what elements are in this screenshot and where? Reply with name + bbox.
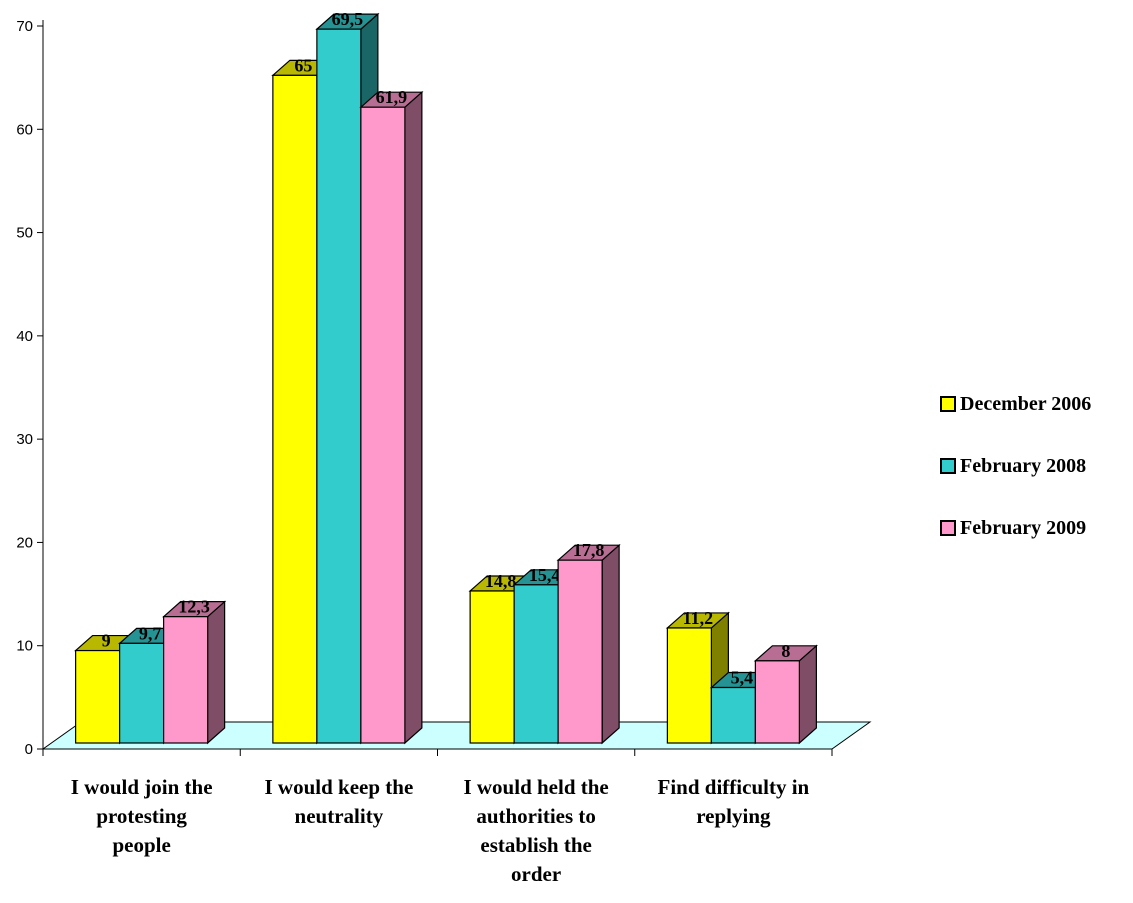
bar-side <box>404 90 423 745</box>
y-tick-label: 70 <box>16 18 33 35</box>
x-category-label: I would join the protesting people <box>71 775 213 857</box>
legend-label-february-2008: February 2008 <box>960 454 1087 477</box>
bar-side <box>207 600 226 745</box>
data-label: 14,8 <box>485 571 517 591</box>
x-category-label: I would keep the neutrality <box>264 775 413 828</box>
y-tick-label: 0 <box>25 741 33 758</box>
y-tick-label: 10 <box>16 638 33 655</box>
bar-front <box>666 627 712 744</box>
legend-item-february-2009: February 2009 <box>940 516 1091 539</box>
y-tick-label: 50 <box>16 225 33 242</box>
data-label: 12,3 <box>178 597 210 617</box>
y-tick-label: 60 <box>16 121 33 138</box>
legend-item-february-2008: February 2008 <box>940 454 1091 477</box>
bar-february-2009-1 <box>162 600 227 745</box>
data-label: 9 <box>102 631 111 651</box>
data-label: 17,8 <box>573 540 605 560</box>
data-label: 5,4 <box>731 668 754 688</box>
legend-swatch-february-2008 <box>940 458 956 474</box>
y-tick-label: 20 <box>16 534 33 551</box>
bar-front <box>513 584 559 744</box>
data-label: 65 <box>294 55 312 75</box>
bar-february-2009-4 <box>753 644 818 745</box>
y-tick-label: 30 <box>16 431 33 448</box>
legend-label-december-2006: December 2006 <box>960 392 1092 415</box>
data-label: 9,7 <box>139 623 162 643</box>
data-label: 69,5 <box>332 9 364 29</box>
bar-february-2009-3 <box>556 543 621 745</box>
legend-swatch-december-2006 <box>940 396 956 412</box>
bar-front <box>75 649 121 744</box>
bar-front <box>710 686 756 744</box>
bar-front <box>316 28 362 744</box>
bar-february-2009-2 <box>359 90 424 745</box>
x-category-label: I would held the authorities to establish … <box>463 775 608 886</box>
bar-side <box>798 644 817 745</box>
data-label: 8 <box>781 641 790 661</box>
y-tick-label: 40 <box>16 328 33 345</box>
bar-front <box>754 660 800 744</box>
legend-label-february-2009: February 2009 <box>960 516 1087 539</box>
bar-front <box>557 559 603 744</box>
legend-item-december-2006: December 2006 <box>940 392 1092 415</box>
bar-front <box>469 590 515 744</box>
x-category-label: Find difficulty in replying <box>658 775 810 828</box>
bar-front <box>272 74 318 744</box>
bar-front <box>163 616 209 744</box>
legend-swatch-february-2009 <box>940 520 956 536</box>
bar-front <box>360 106 406 744</box>
legend: December 2006 February 2008 February 200… <box>940 392 1092 580</box>
bar-side <box>601 543 620 745</box>
bar-front <box>119 642 165 744</box>
data-label: 11,2 <box>683 608 714 628</box>
data-label: 61,9 <box>376 87 408 107</box>
data-label: 15,4 <box>529 565 561 585</box>
